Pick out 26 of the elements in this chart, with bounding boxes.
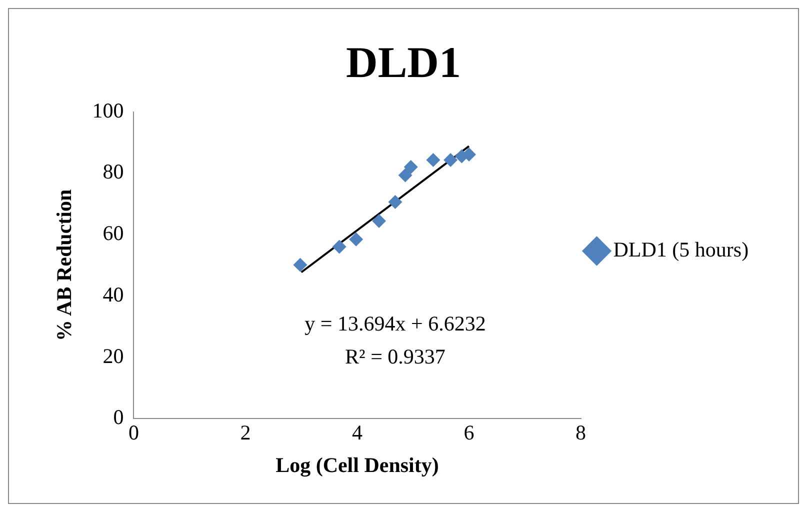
- x-tick-label: 4: [352, 420, 363, 445]
- x-tick-label: 2: [240, 420, 251, 445]
- annotation: R² = 0.9337: [345, 344, 446, 369]
- chart-title: DLD1: [346, 38, 461, 87]
- annotation: y = 13.694x + 6.6232: [304, 312, 486, 336]
- legend-label: DLD1 (5 hours): [613, 238, 749, 262]
- y-tick-label: 80: [102, 160, 124, 184]
- x-tick-label: 0: [128, 420, 139, 445]
- point: [404, 160, 418, 174]
- point: [444, 152, 458, 167]
- y-tick-label: 0: [113, 405, 124, 430]
- point: [388, 195, 402, 209]
- x-tick-label: 8: [576, 420, 586, 445]
- point: [426, 152, 440, 167]
- point: [349, 232, 364, 246]
- x-tick-label: 6: [464, 420, 474, 445]
- y-tick-label: 20: [102, 344, 124, 368]
- y-tick-label: 60: [102, 221, 124, 246]
- point: [293, 258, 308, 272]
- x-axis-title: Log (Cell Density): [276, 452, 439, 477]
- y-tick-label: 100: [92, 98, 124, 122]
- y-tick-label: 40: [102, 282, 124, 306]
- y-axis-title: % AB Reduction: [52, 189, 76, 342]
- point: [332, 240, 346, 254]
- point: [398, 168, 412, 182]
- point: [372, 214, 386, 228]
